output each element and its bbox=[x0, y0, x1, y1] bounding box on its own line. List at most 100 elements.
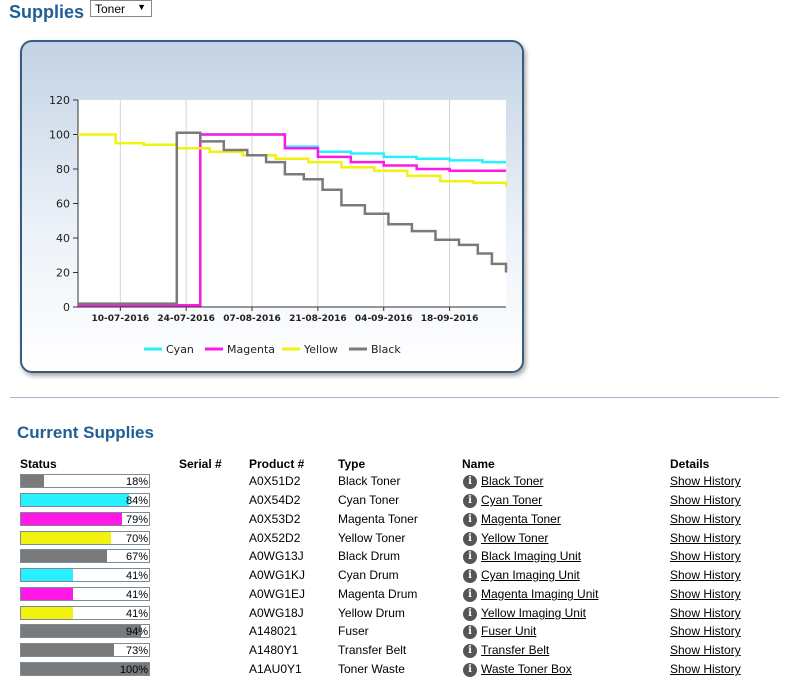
show-history-link[interactable]: Show History bbox=[670, 643, 741, 657]
table-row: 79% A0X53D2 Magenta Toner i Magenta Toner Sho… bbox=[0, 510, 800, 529]
status-bar-fill bbox=[21, 475, 45, 487]
supply-name-link[interactable]: Cyan Toner bbox=[481, 493, 543, 507]
status-bar-fill bbox=[21, 607, 74, 619]
supply-name-link[interactable]: Yellow Imaging Unit bbox=[481, 606, 586, 620]
x-tick-label: 24-07-2016 bbox=[157, 314, 215, 324]
supply-type: Black Drum bbox=[338, 549, 401, 563]
product-number: A0X53D2 bbox=[249, 512, 301, 526]
status-bar-fill bbox=[21, 494, 129, 506]
info-icon[interactable]: i bbox=[463, 569, 477, 583]
status-bar-fill bbox=[21, 663, 149, 675]
y-tick-label: 40 bbox=[56, 232, 70, 245]
status-bar-fill bbox=[21, 569, 74, 581]
y-tick-label: 80 bbox=[56, 163, 70, 176]
product-number: A0WG13J bbox=[249, 549, 304, 563]
status-bar: 70% bbox=[20, 531, 150, 545]
status-bar-fill bbox=[21, 644, 115, 656]
supplies-type-select[interactable]: Toner ▼ bbox=[90, 0, 152, 17]
supply-name-link[interactable]: Black Imaging Unit bbox=[481, 549, 582, 563]
supply-name-link[interactable]: Magenta Imaging Unit bbox=[481, 587, 599, 601]
show-history-link[interactable]: Show History bbox=[670, 493, 741, 507]
show-history-link[interactable]: Show History bbox=[670, 624, 741, 638]
y-tick-label: 20 bbox=[56, 267, 70, 280]
info-icon[interactable]: i bbox=[463, 607, 477, 621]
info-icon[interactable]: i bbox=[463, 644, 477, 658]
legend-label-yellow: Yellow bbox=[303, 343, 338, 356]
table-row: 41% A0WG1EJ Magenta Drum i Magenta Imaging U… bbox=[0, 585, 800, 604]
info-icon[interactable]: i bbox=[463, 513, 477, 527]
show-history-link[interactable]: Show History bbox=[670, 512, 741, 526]
show-history-link[interactable]: Show History bbox=[670, 606, 741, 620]
show-history-link[interactable]: Show History bbox=[670, 662, 741, 676]
show-history-link[interactable]: Show History bbox=[670, 568, 741, 582]
show-history-link[interactable]: Show History bbox=[670, 549, 741, 563]
status-bar-fill bbox=[21, 513, 123, 525]
chart-panel: 10-07-2016 24-07-2016 07-08-2016 21-08-2016… bbox=[20, 40, 524, 373]
supply-name-link[interactable]: Cyan Imaging Unit bbox=[481, 568, 580, 582]
supply-type: Cyan Drum bbox=[338, 568, 399, 582]
x-tick-label: 04-09-2016 bbox=[355, 314, 413, 324]
status-percent: 41% bbox=[125, 570, 148, 582]
status-bar-fill bbox=[21, 550, 107, 562]
x-tick-label: 21-08-2016 bbox=[289, 314, 347, 324]
supply-type: Fuser bbox=[338, 624, 369, 638]
table-row: 41% A0WG18J Yellow Drum i Yellow Imaging Uni… bbox=[0, 604, 800, 623]
info-icon[interactable]: i bbox=[463, 663, 477, 677]
info-icon[interactable]: i bbox=[463, 625, 477, 639]
legend-label-magenta: Magenta bbox=[227, 343, 275, 356]
supply-type: Yellow Toner bbox=[338, 531, 406, 545]
col-name-header: Name bbox=[462, 457, 495, 471]
supply-type: Magenta Toner bbox=[338, 512, 418, 526]
table-row: 84% A0X54D2 Cyan Toner i Cyan Toner Show Hist… bbox=[0, 491, 800, 510]
supplies-chart: 10-07-2016 24-07-2016 07-08-2016 21-08-2016… bbox=[49, 94, 508, 356]
info-icon[interactable]: i bbox=[463, 494, 477, 508]
table-row: 73% A1480Y1 Transfer Belt i Transfer Belt Sho… bbox=[0, 641, 800, 660]
product-number: A0WG1KJ bbox=[249, 568, 306, 582]
show-history-link[interactable]: Show History bbox=[670, 587, 741, 601]
status-bar: 18% bbox=[20, 474, 150, 488]
status-bar: 73% bbox=[20, 643, 150, 657]
table-row: 18% A0X51D2 Black Toner i Black Toner Show Hi… bbox=[0, 472, 800, 491]
supply-name-link[interactable]: Magenta Toner bbox=[481, 512, 561, 526]
show-history-link[interactable]: Show History bbox=[670, 531, 741, 545]
status-percent: 84% bbox=[125, 495, 148, 507]
product-number: A0X51D2 bbox=[249, 474, 301, 488]
status-percent: 41% bbox=[125, 608, 148, 620]
status-percent: 100% bbox=[119, 664, 148, 676]
product-number: A0X54D2 bbox=[249, 493, 301, 507]
y-tick-label: 60 bbox=[56, 198, 70, 211]
supply-name-link[interactable]: Fuser Unit bbox=[481, 624, 537, 638]
status-bar: 94% bbox=[20, 624, 150, 638]
status-percent: 41% bbox=[125, 589, 148, 601]
series-line-magenta bbox=[78, 133, 506, 307]
status-percent: 67% bbox=[125, 551, 148, 563]
col-status-header: Status bbox=[20, 457, 57, 471]
show-history-link[interactable]: Show History bbox=[670, 474, 741, 488]
info-icon[interactable]: i bbox=[463, 532, 477, 546]
info-icon[interactable]: i bbox=[463, 588, 477, 602]
supply-name-link[interactable]: Yellow Toner bbox=[481, 531, 549, 545]
table-row: 70% A0X52D2 Yellow Toner i Yellow Toner Show … bbox=[0, 529, 800, 548]
col-details-header: Details bbox=[670, 457, 710, 471]
table-row: 94% A148021 Fuser i Fuser Unit Show History bbox=[0, 622, 800, 641]
info-icon[interactable]: i bbox=[463, 475, 477, 489]
supply-name-link[interactable]: Waste Toner Box bbox=[481, 662, 572, 676]
table-row: 41% A0WG1KJ Cyan Drum i Cyan Imaging Unit Sho… bbox=[0, 566, 800, 585]
legend-label-cyan: Cyan bbox=[166, 343, 194, 356]
supply-name-link[interactable]: Black Toner bbox=[481, 474, 544, 488]
x-tick-label: 18-09-2016 bbox=[421, 314, 479, 324]
chevron-down-icon: ▼ bbox=[137, 2, 146, 12]
supply-name-link[interactable]: Transfer Belt bbox=[481, 643, 550, 657]
info-icon[interactable]: i bbox=[463, 550, 477, 564]
supply-type: Transfer Belt bbox=[338, 643, 407, 657]
product-number: A0WG1EJ bbox=[249, 587, 306, 601]
status-bar: 84% bbox=[20, 493, 150, 507]
status-percent: 73% bbox=[125, 645, 148, 657]
status-bar: 67% bbox=[20, 549, 150, 563]
product-number: A148021 bbox=[249, 624, 298, 638]
status-percent: 70% bbox=[125, 533, 148, 545]
status-percent: 94% bbox=[125, 626, 148, 638]
col-product-header: Product # bbox=[249, 457, 305, 471]
supplies-title: Supplies bbox=[9, 2, 85, 22]
legend-label-black: Black bbox=[371, 343, 401, 356]
